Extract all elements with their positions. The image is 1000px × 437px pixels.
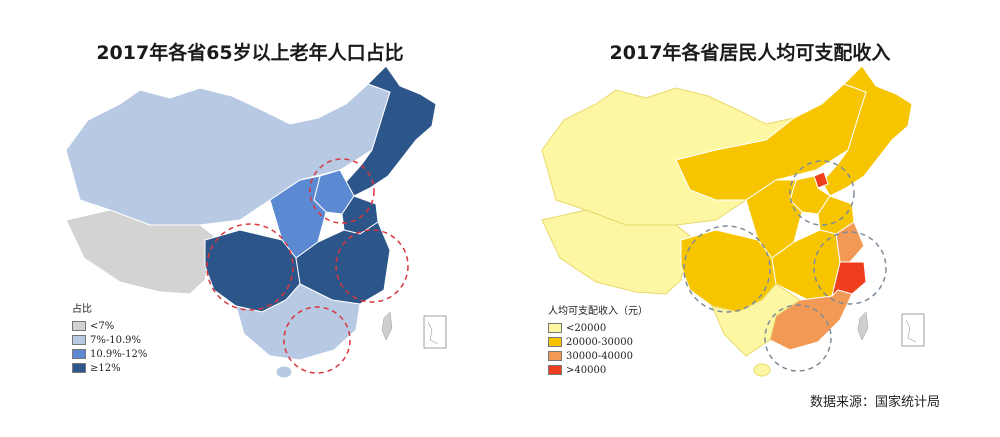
highlight-circles (683, 160, 887, 372)
circle-sichuan-chongqing (206, 223, 294, 311)
income-map-title: 2017年各省居民人均可支配收入 (609, 42, 891, 64)
south-china-sea-islands (427, 321, 439, 345)
income-legend: 人均可支配收入（元） <20000 20000-30000 30000-4000… (548, 302, 648, 377)
region-south (711, 283, 801, 357)
south-china-sea-inset (423, 315, 447, 349)
region-fujian-guangdong (769, 289, 853, 351)
legend-swatch (72, 349, 86, 359)
circle-sichuan-chongqing (683, 225, 771, 313)
legend-title: 人均可支配收入（元） (548, 306, 648, 317)
legend-title: 占比 (72, 304, 92, 315)
region-tibet (65, 209, 215, 295)
circle-guangdong (283, 306, 351, 374)
region-hainan (753, 363, 771, 377)
legend-item: ≥12% (72, 361, 147, 375)
south-china-sea-islands (905, 319, 917, 343)
circle-beijing-area (309, 158, 375, 224)
region-northeast (821, 65, 913, 197)
region-south (235, 283, 361, 361)
income-map-panel: 2017年各省居民人均可支配收入 人均可支配收入（元） <20000 20000… (500, 0, 1000, 437)
legend-swatch (548, 365, 562, 375)
aging-map-panel: 2017年各省65岁以上老年人口占比 占比 (65, 42, 447, 379)
circle-yangtze-delta (335, 229, 409, 303)
circle-beijing-area (789, 160, 855, 226)
data-source-note: 数据来源：国家统计局 (809, 395, 940, 410)
legend-item: <7% (72, 319, 147, 333)
south-china-sea-inset (901, 313, 925, 347)
legend-swatch (72, 335, 86, 345)
circle-yangtze-delta (813, 231, 887, 305)
legend-swatch (72, 363, 86, 373)
aging-legend: 占比 <7% 7%-10.9% 10.9%-12% ≥12% (72, 300, 147, 375)
legend-swatch (548, 351, 562, 361)
circle-guangdong (764, 304, 832, 372)
region-northeast (345, 65, 437, 197)
region-taiwan (857, 311, 869, 341)
region-taiwan (381, 311, 393, 341)
region-tibet (541, 209, 691, 295)
highlight-circles (206, 158, 409, 374)
legend-item: 30000-40000 (548, 349, 648, 363)
legend-item: <20000 (548, 321, 648, 335)
legend-swatch (548, 323, 562, 333)
legend-item: 20000-30000 (548, 335, 648, 349)
legend-swatch (548, 337, 562, 347)
aging-china-map (65, 65, 447, 379)
legend-item: 7%-10.9% (72, 333, 147, 347)
aging-map-title: 2017年各省65岁以上老年人口占比 (96, 42, 404, 64)
legend-item: 10.9%-12% (72, 347, 147, 361)
region-hainan (275, 365, 293, 379)
legend-swatch (72, 321, 86, 331)
legend-item: >40000 (548, 363, 648, 377)
income-china-map (541, 65, 925, 377)
